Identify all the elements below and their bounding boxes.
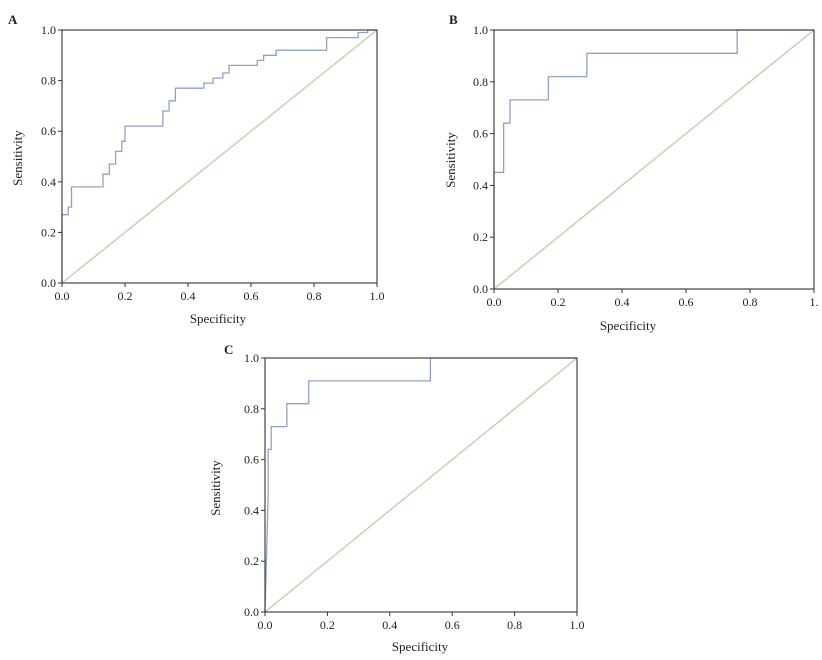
panel-b-ytick-label: 0.0 — [473, 282, 488, 296]
panel-a-xtick-label: 0.6 — [244, 289, 259, 303]
panel-a-xtick-label: 0.0 — [55, 289, 70, 303]
panel-a-ytick-label: 0.4 — [41, 175, 56, 189]
panel-a-xlabel: Specificity — [190, 311, 247, 326]
panel-a-xtick-label: 0.2 — [118, 289, 133, 303]
panel-b-ylabel: Sensitivity — [443, 132, 458, 188]
panel-b-ytick-label: 1.0 — [473, 23, 488, 37]
panel-c-plot: 0.0 0.2 0.4 0.6 0.8 1.0 0.0 0.2 0.4 0.6 0.8 1.0 — [244, 351, 585, 632]
panel-c-xtick-label: 0.4 — [382, 618, 397, 632]
panel-b-xtick-label: 0.4 — [615, 295, 630, 309]
panel-c-xtick-label: 0.8 — [507, 618, 522, 632]
panel-b-reference-line — [493, 29, 815, 290]
panel-c-ytick-label: 0.0 — [244, 605, 259, 619]
panel-c-xtick-label: 0.2 — [320, 618, 335, 632]
panel-b-xtick-label: 0.6 — [679, 295, 694, 309]
panel-c-ytick-label: 0.6 — [244, 453, 259, 467]
panel-c-roc-curve — [264, 357, 577, 613]
panel-c-letter: C — [224, 342, 233, 357]
panel-c-xlabel: Specificity — [392, 639, 449, 654]
panel-b-xtick-label: 0.0 — [487, 295, 502, 309]
panel-a-frame — [61, 29, 378, 284]
panel-a-reference-line — [61, 29, 378, 284]
panel-c-ytick-label: 0.8 — [244, 402, 259, 416]
panel-c-xtick-label: 0.6 — [445, 618, 460, 632]
panel-b-plot: 0.0 0.2 0.4 0.6 0.8 1. 0.0 0.2 0.4 0.6 0.8 1.0 — [473, 23, 819, 309]
panel-b-frame — [493, 29, 815, 290]
panel-a-ytick-label: 1.0 — [41, 23, 56, 37]
panel-a-xtick-label: 0.8 — [307, 289, 322, 303]
panel-b: B Specificity Sensitivity — [443, 12, 657, 333]
panel-c-xtick-label: 1.0 — [570, 618, 585, 632]
panel-c-ytick-label: 1.0 — [244, 351, 259, 365]
panel-a-roc-curve — [61, 29, 377, 283]
panel-c-reference-line — [264, 357, 578, 613]
panel-b-xtick-label: 0.8 — [743, 295, 758, 309]
panel-c: C Specificity Sensitivity — [208, 342, 449, 654]
panel-a-plot: 0.0 0.2 0.4 0.6 0.8 1.0 0.0 0.2 0.4 0.6 0.8 1.0 — [41, 23, 385, 303]
panel-a-xtick-label: 0.4 — [181, 289, 196, 303]
panel-b-ytick-label: 0.8 — [473, 75, 488, 89]
panel-a-ytick-label: 0.2 — [41, 225, 56, 239]
panel-c-xtick-label: 0.0 — [258, 618, 273, 632]
panel-a: A Specificity Sensitivity — [8, 12, 247, 326]
panel-b-ytick-label: 0.4 — [473, 178, 488, 192]
panel-a-ylabel: Sensitivity — [10, 130, 25, 186]
panel-a-ytick-label: 0.8 — [41, 74, 56, 88]
panel-a-xtick-label: 1.0 — [370, 289, 385, 303]
panel-a-ytick-label: 0.6 — [41, 124, 56, 138]
panel-b-ytick-label: 0.6 — [473, 127, 488, 141]
panel-b-xlabel: Specificity — [600, 318, 657, 333]
panel-c-ytick-label: 0.4 — [244, 503, 259, 517]
panel-a-ytick-label: 0.0 — [41, 276, 56, 290]
panel-c-ylabel: Sensitivity — [208, 460, 223, 516]
panel-c-ytick-label: 0.2 — [244, 554, 259, 568]
panel-b-ytick-label: 0.2 — [473, 230, 488, 244]
panel-b-letter: B — [449, 12, 458, 27]
panel-b-xtick-label: 0.2 — [551, 295, 566, 309]
panel-b-roc-curve — [493, 29, 814, 289]
panel-b-xtick-label: 1. — [810, 295, 819, 309]
panel-c-frame — [264, 357, 578, 613]
panel-a-letter: A — [8, 12, 18, 27]
